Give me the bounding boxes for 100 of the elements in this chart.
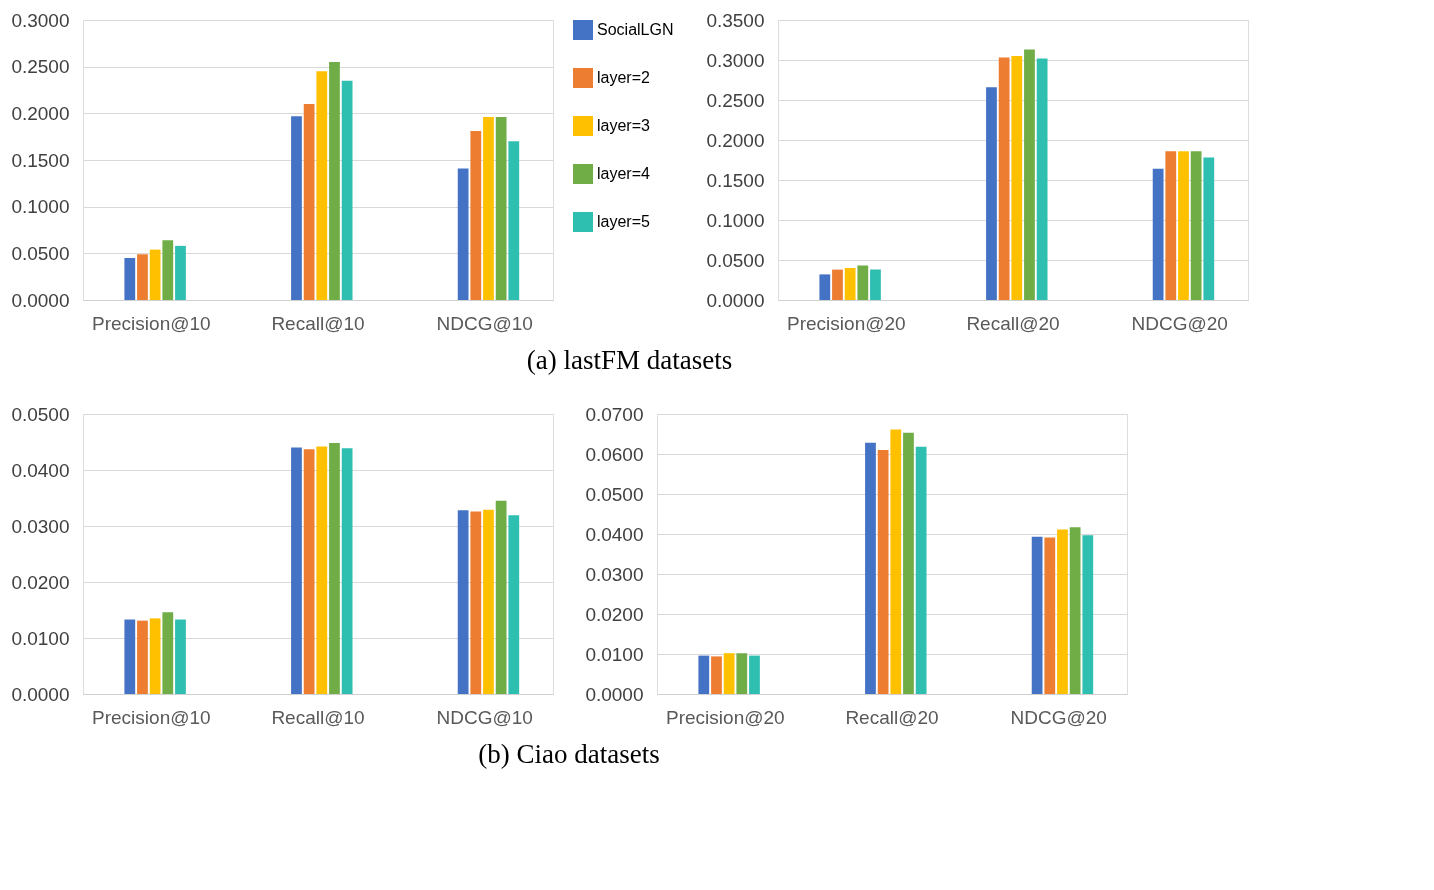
bar bbox=[870, 269, 881, 300]
x-tick-label: NDCG@10 bbox=[436, 706, 533, 728]
bar bbox=[723, 653, 735, 694]
y-tick-label: 0.0600 bbox=[585, 443, 644, 465]
bar bbox=[495, 117, 507, 300]
bar bbox=[149, 249, 161, 300]
bar bbox=[711, 656, 722, 694]
bar bbox=[998, 57, 1010, 300]
y-tick-label: 0.3500 bbox=[706, 9, 765, 31]
bar bbox=[341, 448, 353, 694]
y-tick-label: 0.0000 bbox=[11, 683, 70, 705]
y-tick-label: 0.3000 bbox=[706, 49, 765, 71]
bar bbox=[329, 62, 340, 300]
bar bbox=[291, 116, 302, 300]
legend-label: layer=4 bbox=[597, 165, 651, 182]
bar bbox=[495, 500, 507, 694]
y-tick-label: 0.0300 bbox=[11, 515, 70, 537]
y-tick-label: 0.1000 bbox=[11, 196, 70, 218]
y-tick-label: 0.0000 bbox=[585, 683, 644, 705]
x-tick-label: NDCG@20 bbox=[1010, 706, 1107, 728]
y-tick-label: 0.2000 bbox=[706, 129, 765, 151]
bar bbox=[1165, 151, 1177, 300]
legend-label: layer=3 bbox=[597, 117, 651, 134]
bar bbox=[341, 80, 353, 300]
y-tick-label: 0.0300 bbox=[585, 563, 644, 585]
bar bbox=[819, 274, 831, 300]
bar bbox=[698, 655, 710, 694]
text: (b) Ciao datasets bbox=[478, 738, 660, 769]
bar bbox=[857, 265, 869, 300]
bar bbox=[303, 449, 315, 694]
legend-label: layer=2 bbox=[597, 69, 651, 86]
y-tick-label: 0.1000 bbox=[706, 209, 765, 231]
bar bbox=[470, 511, 482, 694]
y-tick-label: 0.2000 bbox=[11, 102, 70, 124]
bar bbox=[877, 450, 889, 694]
y-tick-label: 0.0400 bbox=[11, 459, 70, 481]
bar bbox=[1082, 535, 1094, 694]
bar bbox=[1057, 529, 1068, 694]
bar bbox=[137, 620, 148, 694]
x-tick-label: Precision@10 bbox=[92, 706, 211, 728]
bar bbox=[303, 104, 315, 300]
bar bbox=[1024, 49, 1035, 300]
bar bbox=[986, 87, 997, 300]
bar bbox=[149, 618, 161, 694]
bar bbox=[832, 269, 843, 300]
y-tick-label: 0.0000 bbox=[706, 289, 765, 311]
y-tick-label: 0.0200 bbox=[11, 571, 70, 593]
y-tick-label: 0.0100 bbox=[11, 627, 70, 649]
bar bbox=[175, 245, 186, 300]
bar bbox=[749, 655, 760, 694]
legend-label: layer=5 bbox=[597, 213, 651, 230]
bar bbox=[1031, 536, 1043, 694]
y-tick-label: 0.0200 bbox=[585, 603, 644, 625]
bar bbox=[137, 254, 148, 300]
bar bbox=[329, 443, 340, 694]
bar bbox=[1152, 168, 1164, 300]
bar bbox=[1011, 56, 1023, 300]
y-tick-label: 0.2500 bbox=[11, 56, 70, 78]
legend-label: SocialLGN bbox=[597, 21, 674, 38]
bar bbox=[1178, 151, 1189, 300]
y-tick-label: 0.0100 bbox=[585, 643, 644, 665]
y-tick-label: 0.0500 bbox=[706, 249, 765, 271]
y-tick-label: 0.0400 bbox=[585, 523, 644, 545]
bar bbox=[865, 442, 876, 694]
bar bbox=[508, 141, 520, 300]
bar bbox=[890, 429, 902, 694]
bar bbox=[508, 515, 520, 694]
bar bbox=[844, 268, 856, 300]
y-tick-label: 0.2500 bbox=[706, 89, 765, 111]
y-tick-label: 0.0000 bbox=[11, 289, 70, 311]
bar bbox=[483, 117, 494, 300]
bar bbox=[316, 71, 328, 300]
bar bbox=[457, 510, 469, 694]
y-tick-label: 0.1500 bbox=[11, 149, 70, 171]
bar bbox=[1044, 537, 1056, 694]
bar bbox=[1190, 151, 1202, 300]
x-tick-label: Precision@20 bbox=[787, 312, 906, 334]
bar bbox=[162, 240, 174, 300]
bar bbox=[1036, 58, 1048, 300]
bar bbox=[1203, 157, 1215, 300]
y-tick-label: 0.0700 bbox=[585, 403, 644, 425]
y-tick-label: 0.1500 bbox=[706, 169, 765, 191]
x-tick-label: Recall@20 bbox=[966, 312, 1060, 334]
bar bbox=[124, 619, 136, 694]
bar bbox=[457, 168, 469, 300]
x-tick-label: Recall@10 bbox=[271, 706, 365, 728]
y-tick-label: 0.3000 bbox=[11, 9, 70, 31]
bar bbox=[736, 653, 748, 694]
y-tick-label: 0.0500 bbox=[11, 242, 70, 264]
x-tick-label: Precision@10 bbox=[92, 312, 211, 334]
y-tick-label: 0.0500 bbox=[11, 403, 70, 425]
x-tick-label: NDCG@10 bbox=[436, 312, 533, 334]
x-tick-label: Precision@20 bbox=[666, 706, 785, 728]
bar bbox=[470, 131, 482, 300]
bar bbox=[903, 432, 914, 694]
bar bbox=[316, 446, 328, 694]
bar bbox=[124, 258, 136, 300]
bar bbox=[1069, 527, 1081, 694]
bar bbox=[291, 447, 302, 694]
y-tick-label: 0.0500 bbox=[585, 483, 644, 505]
